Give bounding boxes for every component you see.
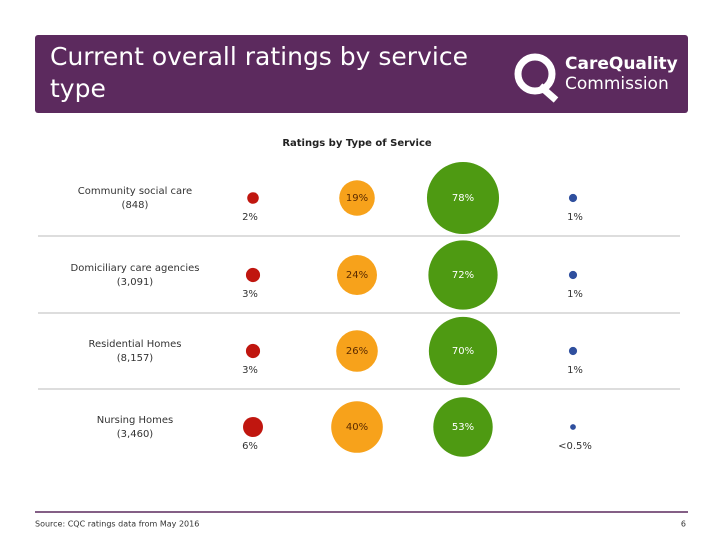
bubble — [247, 192, 259, 204]
page-number: 6 — [681, 520, 686, 529]
value-label: 1% — [567, 212, 583, 223]
bubble — [339, 180, 375, 216]
slide-title: Current overall ratings by service — [50, 42, 468, 71]
bubble — [428, 316, 498, 386]
value-label: 26% — [346, 346, 368, 357]
value-label: <0.5% — [558, 441, 592, 452]
row-count: (3,460) — [117, 429, 154, 440]
row-label: Nursing Homes — [97, 415, 174, 426]
bubble — [243, 417, 263, 437]
header-band — [35, 35, 688, 113]
row-label: Domiciliary care agencies — [71, 263, 200, 274]
bubble — [245, 343, 261, 359]
bubble — [331, 401, 383, 453]
bubble — [426, 161, 500, 235]
value-label: 19% — [346, 193, 368, 204]
value-label: 24% — [346, 270, 368, 281]
value-label: 72% — [452, 270, 474, 281]
row-label: Community social care — [78, 186, 192, 197]
value-label: 1% — [567, 365, 583, 376]
value-label: 53% — [452, 422, 474, 433]
bubble — [570, 424, 576, 430]
value-label: 70% — [452, 346, 474, 357]
logo-mark — [514, 53, 556, 95]
value-label: 40% — [346, 422, 368, 433]
value-label: 1% — [567, 289, 583, 300]
value-label: 3% — [242, 365, 258, 376]
bubble — [568, 346, 578, 356]
row-count: (848) — [122, 200, 149, 211]
value-label: 78% — [452, 193, 474, 204]
bubble — [428, 240, 498, 310]
logo-text: Commission — [565, 74, 669, 94]
row-count: (8,157) — [117, 353, 154, 364]
bubble — [337, 255, 377, 295]
source: Source: CQC ratings data from May 2016 — [35, 520, 199, 529]
row-count: (3,091) — [117, 277, 154, 288]
bubble — [568, 270, 578, 280]
slide-title: type — [50, 74, 106, 103]
logo-mark — [537, 83, 559, 103]
value-label: 6% — [242, 441, 258, 452]
logo: CareQuality Commission — [514, 53, 678, 103]
value-label: 3% — [242, 289, 258, 300]
bubble — [336, 330, 378, 372]
logo-text: CareQuality — [565, 54, 678, 74]
bubble — [568, 193, 578, 203]
value-label: 2% — [242, 212, 258, 223]
bubble — [433, 397, 493, 457]
row-label: Residential Homes — [88, 339, 181, 350]
bubble — [245, 267, 261, 283]
chart-title: Ratings by Type of Service — [282, 138, 432, 149]
